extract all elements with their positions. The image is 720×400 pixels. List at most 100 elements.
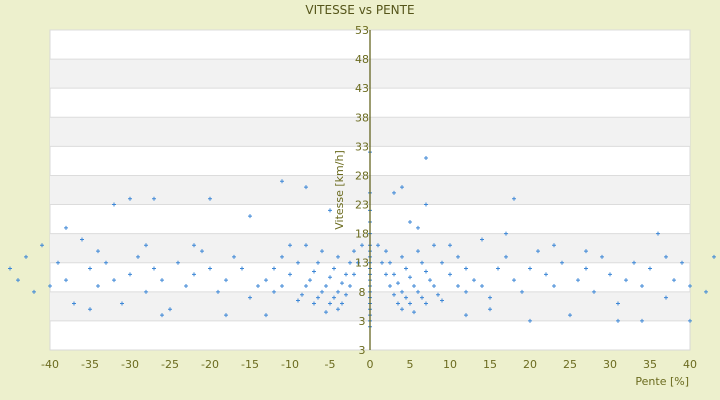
data-point xyxy=(176,260,180,265)
data-point xyxy=(312,301,316,306)
y-tick-label: 48 xyxy=(355,53,369,66)
data-point xyxy=(356,260,360,265)
data-point xyxy=(624,278,628,283)
data-point xyxy=(32,289,36,294)
data-point xyxy=(424,269,428,274)
x-tick-labels: -40 -35 -30 -25 -20 -15 -10 -5 0 5 10 15 20 25 30 35 40 xyxy=(41,358,697,371)
data-point xyxy=(316,295,320,300)
data-point xyxy=(680,260,684,265)
data-point xyxy=(8,266,12,271)
data-point xyxy=(392,272,396,277)
data-point xyxy=(520,289,524,294)
data-point xyxy=(300,292,304,297)
data-point xyxy=(392,190,396,195)
y-tick-label: 43 xyxy=(355,82,369,95)
data-point xyxy=(632,260,636,265)
data-point xyxy=(488,307,492,312)
data-point xyxy=(256,284,260,288)
data-point xyxy=(328,275,332,280)
data-point xyxy=(136,254,140,259)
data-point xyxy=(428,278,432,283)
data-point xyxy=(512,196,516,201)
data-point xyxy=(408,220,412,224)
x-tick-label: 40 xyxy=(683,358,697,371)
data-point xyxy=(584,266,588,271)
data-point xyxy=(552,243,556,248)
data-point xyxy=(328,301,332,306)
x-tick-label: 10 xyxy=(443,358,457,371)
data-point xyxy=(400,185,404,190)
data-point xyxy=(376,243,380,248)
data-point xyxy=(412,310,416,315)
data-point xyxy=(104,260,108,265)
data-point xyxy=(48,284,52,288)
data-point xyxy=(432,243,436,248)
data-point xyxy=(608,272,612,277)
x-tick-label: 5 xyxy=(407,358,414,371)
data-point xyxy=(208,196,212,201)
data-point xyxy=(192,243,196,248)
data-point xyxy=(312,269,316,274)
y-tick-label: 23 xyxy=(355,199,369,212)
y-tick-label: 13 xyxy=(355,257,369,270)
data-point xyxy=(340,281,344,286)
data-point xyxy=(336,254,340,259)
data-point xyxy=(112,202,116,207)
data-point xyxy=(528,318,532,323)
x-tick-label: -15 xyxy=(241,358,259,371)
data-point xyxy=(344,272,348,277)
data-point xyxy=(144,289,148,294)
data-point xyxy=(224,278,228,283)
data-point xyxy=(216,289,220,294)
data-point xyxy=(384,272,388,277)
data-point xyxy=(424,156,428,160)
y-axis-label: Vitesse [km/h] xyxy=(333,150,346,230)
data-point xyxy=(688,284,692,288)
data-point xyxy=(448,272,452,277)
data-point xyxy=(40,243,44,248)
data-point xyxy=(648,266,652,271)
data-point xyxy=(96,284,100,288)
data-point xyxy=(324,310,328,315)
data-point xyxy=(568,313,572,318)
data-point xyxy=(404,295,408,300)
data-point xyxy=(208,266,212,271)
data-point xyxy=(688,318,692,323)
y-tick-label: 3 xyxy=(359,315,366,328)
data-point xyxy=(504,254,508,259)
x-tick-label: -40 xyxy=(41,358,59,371)
data-point xyxy=(200,249,204,254)
data-point xyxy=(448,243,452,248)
data-point xyxy=(152,266,156,271)
data-point xyxy=(240,266,244,271)
data-point xyxy=(664,254,668,259)
data-point xyxy=(332,295,336,300)
data-point xyxy=(332,266,336,271)
data-point xyxy=(348,260,352,265)
data-point xyxy=(304,185,308,190)
data-point xyxy=(304,284,308,288)
data-point xyxy=(88,307,92,312)
data-point xyxy=(664,295,668,300)
data-point xyxy=(712,254,716,259)
chart-title: VITESSE vs PENTE xyxy=(305,3,414,17)
data-point xyxy=(348,284,352,288)
data-point xyxy=(408,275,412,280)
data-point xyxy=(144,243,148,248)
data-point xyxy=(280,179,284,184)
data-point xyxy=(416,289,420,294)
data-point xyxy=(464,289,468,294)
data-point xyxy=(640,284,644,288)
data-point xyxy=(456,254,460,259)
data-point xyxy=(320,289,324,294)
data-point xyxy=(64,225,68,230)
data-point xyxy=(464,266,468,271)
data-points xyxy=(8,150,716,329)
data-point xyxy=(328,208,332,213)
data-point xyxy=(152,196,156,201)
data-point xyxy=(232,254,236,259)
data-point xyxy=(380,260,384,265)
data-point xyxy=(352,249,356,254)
x-tick-label: 15 xyxy=(483,358,497,371)
